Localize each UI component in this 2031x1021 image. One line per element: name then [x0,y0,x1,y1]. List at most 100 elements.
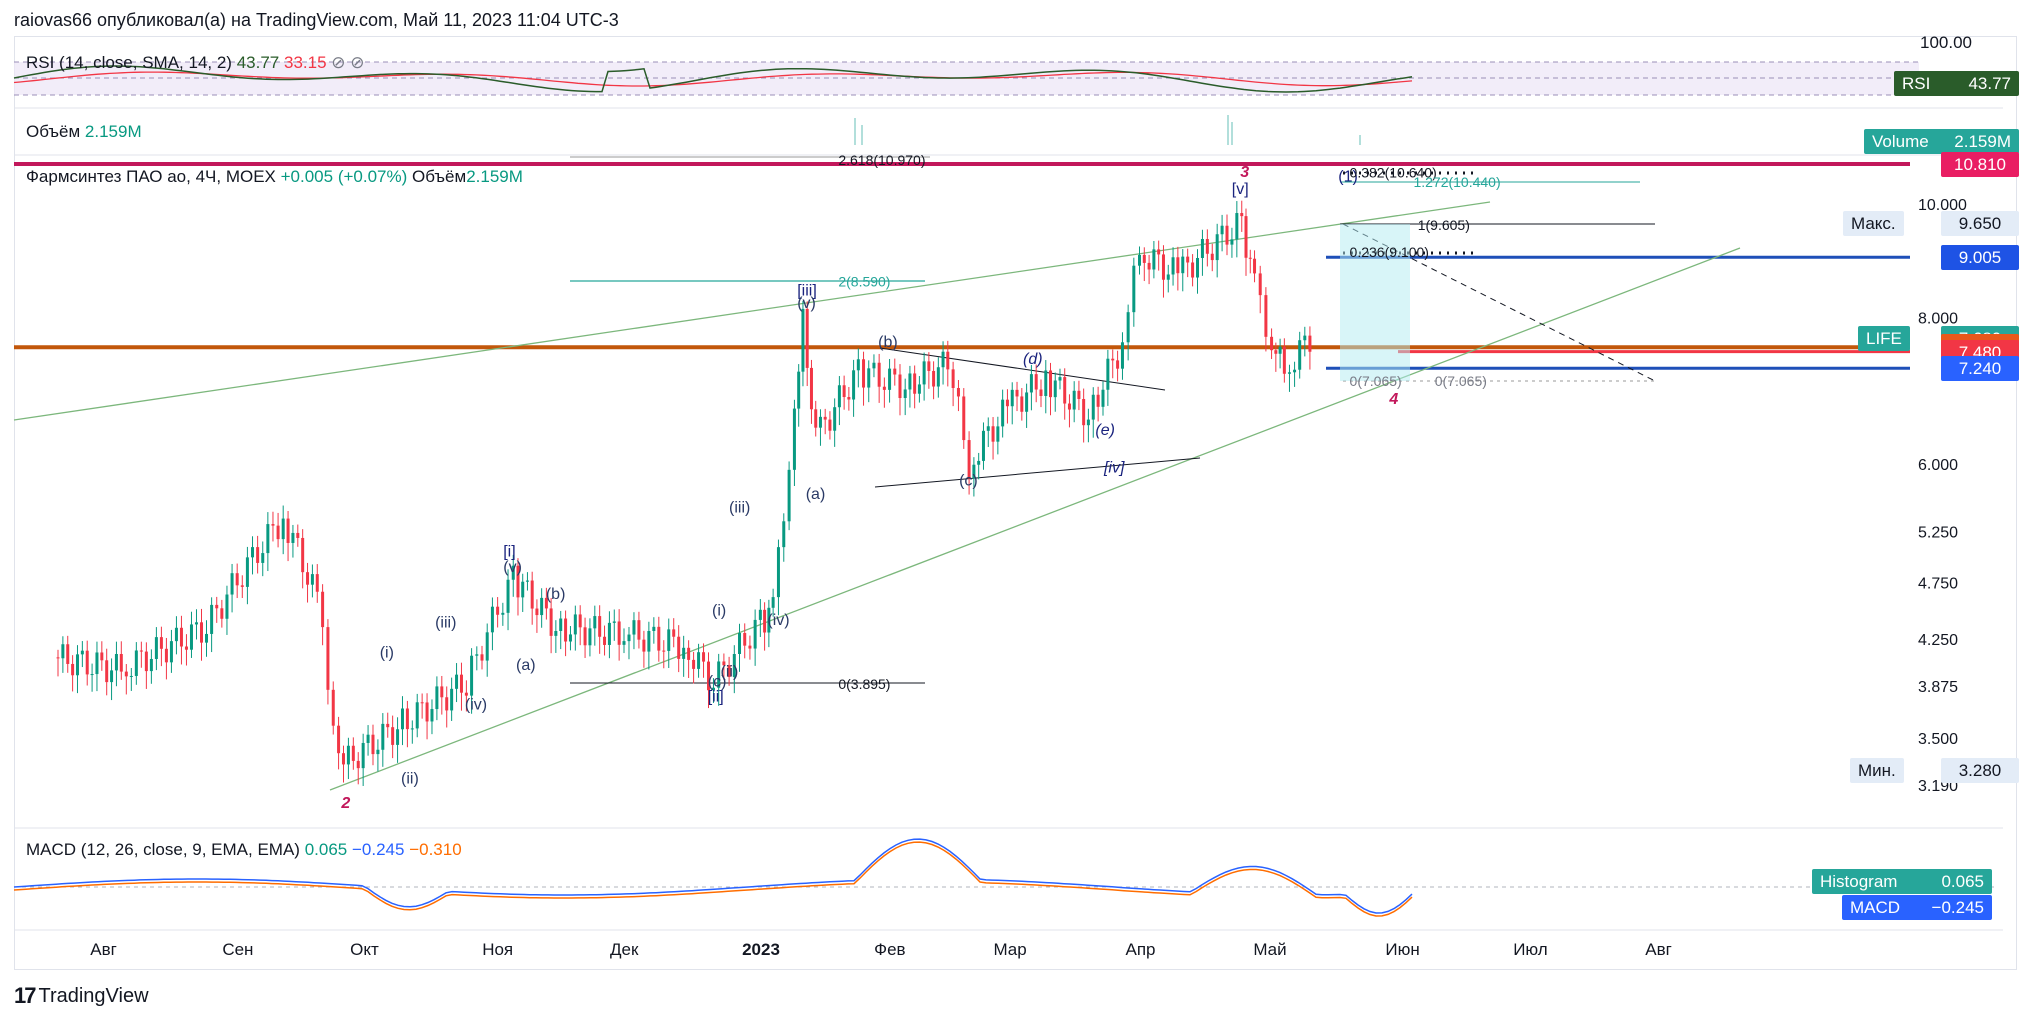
candle-body [315,574,319,592]
candle-body [652,626,656,631]
candle-body [511,565,515,580]
candle-body [1240,213,1244,217]
rsi-eye-icon[interactable]: ⊘ ⊘ [331,53,365,72]
candle-body [435,686,439,710]
candle-body [867,368,871,388]
histogram-tag: Histogram 0.065 [1812,869,1992,894]
candle-body [95,652,99,675]
histogram-tag-label: Histogram [1820,872,1898,891]
price-tag: 10.810 [1941,152,2019,178]
candle-body [144,651,148,672]
wave-label: (c) [708,674,727,691]
candle-body [1152,249,1156,270]
candle-body [549,608,553,636]
candle-body [1132,265,1136,313]
rsi-value: 43.77 [236,53,280,72]
candle-body [286,518,290,543]
wave-label: (d) [1023,351,1043,368]
candle-body [1058,377,1062,381]
candle-body [913,373,917,394]
fib-label: 0.382(10.640) [1350,164,1437,180]
candle-body [1147,262,1151,270]
candle-body [922,361,926,385]
candle-body [856,359,860,371]
candle-body [573,614,577,635]
wave-label: [i] [503,543,515,560]
candle-body [1086,419,1090,426]
candle-body [801,308,805,372]
rsi-line [13,65,1413,93]
max-value-tag: 9.650 [1941,211,2019,236]
histogram-tag-value: 0.065 [1941,872,1984,891]
candle-body [506,579,510,613]
candle-body [154,637,158,659]
candle-body [1258,273,1262,296]
volume-tag-value: 2.159M [1954,132,2011,151]
candle-body [908,373,912,390]
candle-body [828,419,832,431]
macd-signal-value: −0.310 [409,840,462,859]
candle-body [415,702,419,729]
candle-body [727,665,731,677]
wave-label: 2 [340,795,350,812]
candle-body [1106,358,1110,390]
candle-body [1063,377,1067,404]
candle-body [361,742,365,769]
time-axis-label: Фев [874,940,905,959]
candle-body [1191,262,1195,278]
candle-body [445,697,449,711]
candle-body [366,734,370,743]
candle-body [174,627,178,642]
candle-body [346,745,350,765]
candle-body [535,608,539,616]
fib-label: 0(3.895) [838,676,890,692]
candle-body [1010,389,1014,407]
life-label-tag: LIFE [1858,326,1910,351]
macd-hist-value: 0.065 [304,840,348,859]
candle-body [787,469,791,522]
candle-body [1205,238,1209,254]
candle-body [189,624,193,650]
candle-body [667,629,671,651]
volume-tag: Volume 2.159M [1864,129,2019,154]
candle-body [833,407,837,431]
candle-body [977,460,981,465]
candle-body [356,760,360,769]
triangle-lower-line [874,457,1201,488]
candle-body [893,368,897,375]
candle-body [1025,392,1029,412]
candle-body [119,654,123,672]
candle-body [129,675,133,677]
rsi-tag-value: 43.77 [1968,74,2011,93]
candle-body [932,370,936,387]
wave-label: 3 [1240,164,1249,181]
price-axis-tick: 3.875 [1918,679,1958,696]
candle-body [1096,394,1100,407]
wave-label: (1) [1338,169,1358,186]
time-axis-label: Июл [1513,940,1548,959]
candle-body [1176,257,1180,274]
chart-frame [14,36,2017,970]
candle-body [420,702,424,704]
wave-label: (iii) [435,614,456,631]
candle-body [199,622,203,643]
candle-body [732,653,736,677]
candle-body [386,723,390,728]
wave-label: (ii) [401,770,419,787]
candle-body [56,657,60,659]
candle-body [1298,340,1302,370]
macd-value: −0.245 [351,840,405,859]
candle-body [672,629,676,637]
candle-body [80,650,84,655]
fib-label: 1.272(10.440) [1413,174,1500,190]
candle-body [956,387,960,397]
candle-body [743,633,747,646]
candle-body [583,627,587,646]
candle-body [809,367,813,410]
candle-body [1293,369,1297,373]
candle-body [564,618,568,642]
candle-body [110,670,114,683]
price-change: +0.005 (+0.07%) [280,167,408,186]
wave-label: (b) [878,334,898,351]
